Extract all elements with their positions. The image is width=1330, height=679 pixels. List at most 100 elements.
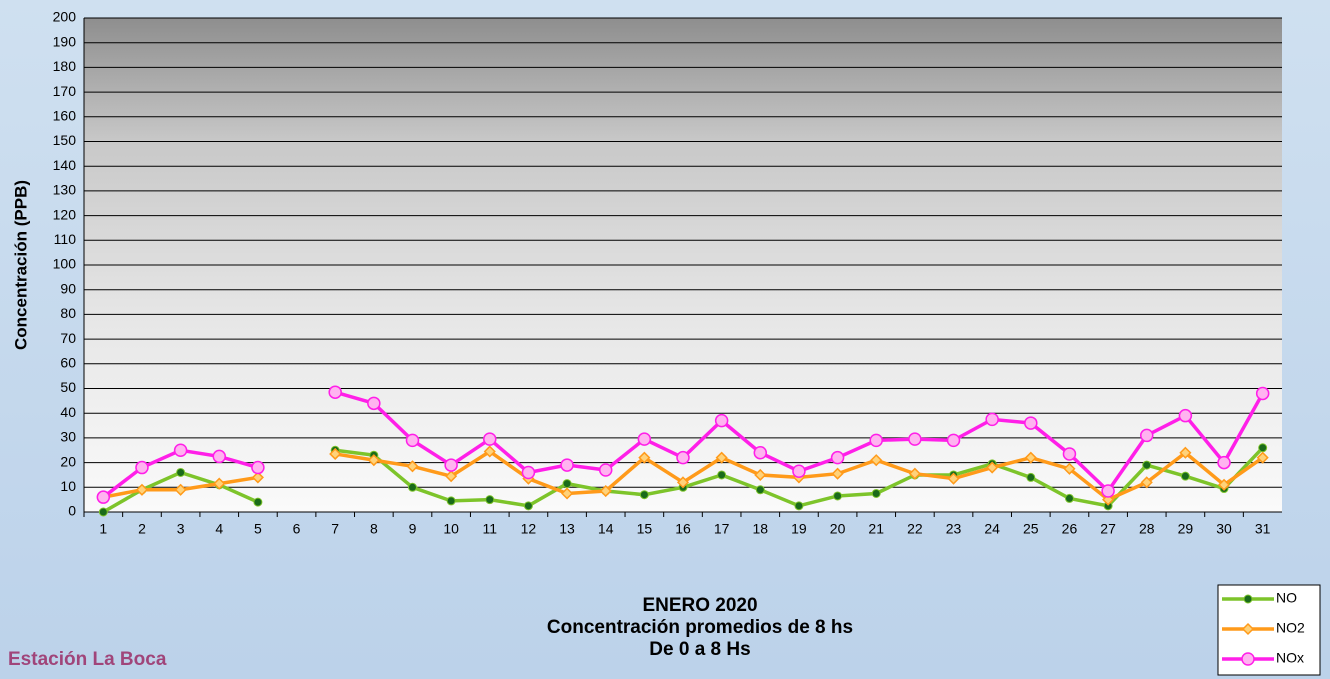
y-tick-label: 190 bbox=[53, 33, 77, 49]
point bbox=[212, 449, 227, 464]
point bbox=[1243, 594, 1253, 604]
point bbox=[598, 463, 613, 477]
x-tick-label: 4 bbox=[215, 521, 223, 537]
point bbox=[251, 471, 264, 484]
x-tick-label: 2 bbox=[138, 521, 146, 537]
x-tick-label: 12 bbox=[521, 521, 537, 537]
legend-label: NO bbox=[1276, 590, 1297, 606]
x-tick-label: 8 bbox=[370, 521, 378, 537]
point bbox=[946, 433, 961, 448]
point bbox=[328, 385, 342, 399]
x-tick-label: 6 bbox=[293, 521, 301, 537]
y-tick-label: 20 bbox=[60, 453, 76, 469]
point bbox=[1217, 478, 1231, 491]
x-tick-label: 16 bbox=[675, 521, 691, 537]
point bbox=[676, 450, 690, 465]
x-tick-label: 1 bbox=[99, 521, 107, 537]
y-tick-label: 170 bbox=[53, 83, 77, 99]
x-tick-label: 17 bbox=[714, 521, 730, 537]
y-tick-label: 110 bbox=[54, 231, 77, 247]
point bbox=[870, 454, 883, 467]
x-tick-label: 28 bbox=[1139, 521, 1155, 537]
x-tick-label: 26 bbox=[1062, 521, 1078, 537]
point bbox=[253, 497, 263, 507]
point bbox=[173, 443, 188, 457]
point bbox=[407, 482, 417, 492]
point bbox=[96, 490, 111, 504]
point bbox=[717, 470, 727, 480]
point bbox=[638, 451, 651, 464]
point bbox=[1217, 455, 1231, 470]
point bbox=[562, 479, 572, 489]
x-tick-label: 19 bbox=[791, 521, 807, 537]
x-tick-label: 3 bbox=[177, 521, 185, 537]
point bbox=[755, 485, 765, 495]
point bbox=[1179, 446, 1192, 459]
point bbox=[676, 476, 690, 489]
x-tick-label: 18 bbox=[753, 521, 769, 537]
point bbox=[908, 467, 921, 480]
y-tick-label: 100 bbox=[53, 256, 77, 272]
point bbox=[908, 432, 922, 446]
point bbox=[1241, 622, 1255, 636]
point bbox=[445, 470, 458, 483]
point bbox=[1024, 416, 1038, 430]
point bbox=[754, 468, 767, 482]
y-tick-label: 130 bbox=[53, 182, 77, 198]
point bbox=[637, 432, 652, 446]
point bbox=[135, 483, 149, 496]
point bbox=[251, 460, 265, 475]
point bbox=[1064, 493, 1074, 503]
x-tick-label: 10 bbox=[443, 521, 459, 537]
point bbox=[794, 501, 804, 511]
y-tick-label: 200 bbox=[53, 9, 77, 25]
point bbox=[329, 447, 342, 461]
y-tick-label: 30 bbox=[60, 429, 76, 445]
x-tick-label: 27 bbox=[1100, 521, 1116, 537]
point bbox=[1256, 451, 1269, 464]
point bbox=[367, 454, 380, 467]
point bbox=[176, 467, 186, 477]
point bbox=[715, 451, 728, 464]
point bbox=[405, 433, 420, 448]
point bbox=[714, 413, 729, 428]
y-tick-label: 10 bbox=[60, 478, 76, 494]
point bbox=[483, 445, 496, 458]
point bbox=[1024, 451, 1037, 464]
point bbox=[831, 467, 844, 480]
x-tick-label: 30 bbox=[1216, 521, 1232, 537]
point bbox=[753, 445, 768, 460]
point bbox=[871, 488, 881, 498]
point bbox=[1063, 462, 1076, 475]
x-tick-label: 25 bbox=[1023, 521, 1039, 537]
point bbox=[1140, 476, 1153, 489]
y-tick-label: 140 bbox=[53, 157, 77, 173]
point bbox=[406, 460, 419, 473]
point bbox=[985, 412, 999, 427]
title: ENERO 2020 bbox=[642, 595, 757, 616]
y-tick-label: 160 bbox=[53, 108, 77, 124]
point bbox=[483, 432, 497, 446]
y-axis-label: Concentración (PPB) bbox=[11, 180, 30, 350]
point bbox=[521, 465, 536, 480]
x-tick-label: 7 bbox=[331, 521, 339, 537]
point bbox=[639, 490, 649, 500]
point bbox=[1241, 652, 1255, 666]
point bbox=[986, 461, 999, 474]
y-tick-label: 70 bbox=[60, 330, 76, 346]
y-tick-label: 60 bbox=[60, 355, 76, 371]
x-tick-label: 15 bbox=[637, 521, 653, 537]
point bbox=[792, 464, 806, 478]
x-tick-label: 20 bbox=[830, 521, 846, 537]
x-tick-label: 5 bbox=[254, 521, 262, 537]
point bbox=[1255, 386, 1270, 401]
y-tick-label: 90 bbox=[60, 280, 76, 296]
point bbox=[830, 450, 845, 465]
y-tick-label: 80 bbox=[60, 305, 76, 321]
x-tick-label: 31 bbox=[1255, 521, 1271, 537]
title: De 0 a 8 Hs bbox=[649, 639, 750, 660]
point bbox=[98, 507, 108, 517]
point bbox=[1180, 471, 1190, 481]
point bbox=[833, 491, 843, 501]
